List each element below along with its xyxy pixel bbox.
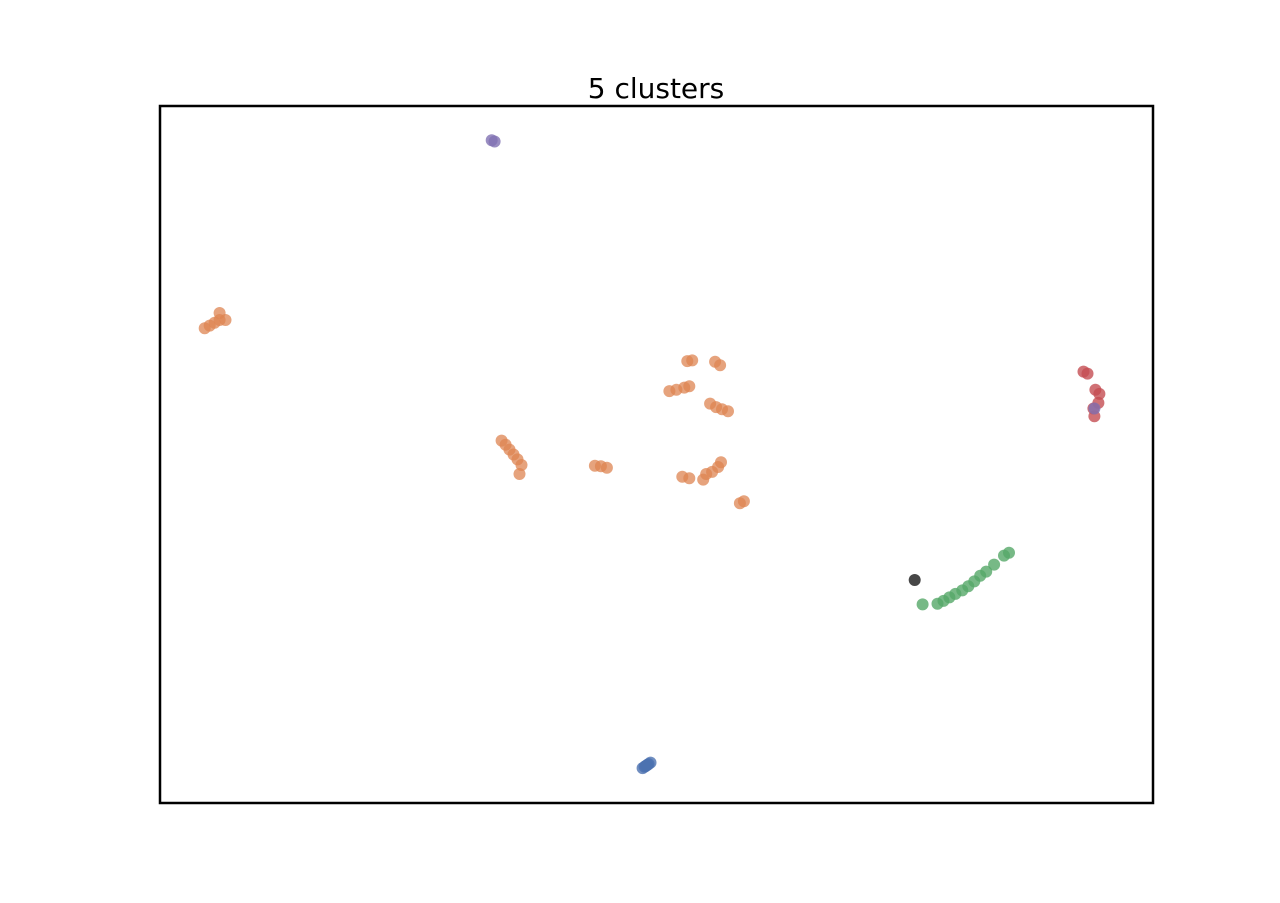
data-point-s1-11 (515, 459, 528, 471)
series-0 (636, 756, 657, 775)
data-point-s2-9 (980, 565, 993, 578)
data-point-s1-15 (600, 461, 613, 474)
series-3 (1077, 365, 1106, 423)
data-point-s1-27 (722, 405, 734, 418)
data-point-s3-1 (1081, 367, 1094, 380)
series-2 (916, 546, 1015, 611)
series-5 (908, 574, 921, 586)
data-point-s0-6 (641, 758, 654, 771)
data-point-s4-2 (1088, 402, 1101, 415)
data-point-s2-0 (916, 598, 929, 611)
data-point-s1-5 (219, 314, 232, 326)
chart-title: 5 clusters (588, 72, 725, 105)
series-1 (198, 307, 750, 510)
series-4 (485, 134, 1101, 415)
data-point-s1-34 (715, 456, 727, 469)
points-layer (198, 134, 1106, 775)
plot-frame (158, 104, 1155, 805)
data-point-s5-0 (908, 574, 921, 586)
data-point-s2-12 (1003, 546, 1015, 559)
data-point-s1-12 (513, 468, 526, 480)
data-point-s4-1 (488, 135, 501, 148)
data-point-s1-21 (686, 354, 699, 367)
data-point-s3-3 (1093, 387, 1106, 400)
data-point-s1-36 (737, 495, 750, 508)
data-point-s2-10 (988, 558, 1001, 571)
data-point-s1-29 (683, 472, 696, 485)
data-point-s1-23 (714, 359, 727, 372)
data-point-s1-19 (683, 380, 696, 393)
